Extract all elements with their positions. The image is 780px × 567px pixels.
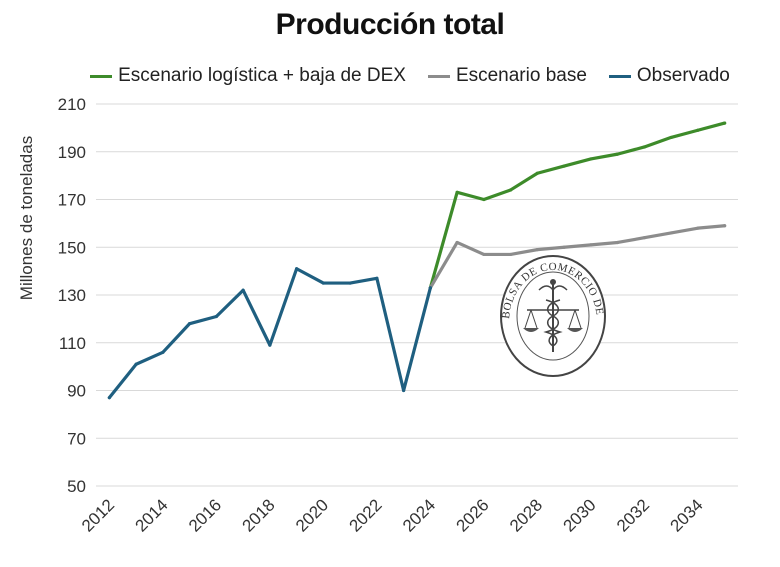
data-point <box>669 135 673 140</box>
data-point <box>535 248 539 252</box>
data-point <box>642 236 646 240</box>
x-tick-label: 2026 <box>453 495 493 535</box>
y-tick-label: 190 <box>58 143 86 162</box>
data-point <box>589 157 593 161</box>
data-point <box>214 314 218 319</box>
data-point <box>535 171 539 175</box>
data-point <box>348 281 352 285</box>
data-point <box>482 197 486 202</box>
series-line-2 <box>107 267 432 400</box>
x-tick-label: 2016 <box>185 495 225 535</box>
legend-swatch-observado <box>608 74 631 78</box>
data-point <box>723 224 727 228</box>
chart-legend: Escenario logística + baja de DEX Escena… <box>60 62 760 90</box>
y-tick-label: 70 <box>67 429 86 448</box>
data-point <box>589 243 593 247</box>
y-axis-title: Millones de toneladas <box>17 136 36 300</box>
data-point <box>696 226 700 230</box>
data-point <box>562 245 566 249</box>
legend-label-logistica: Escenario logística + baja de DEX <box>118 65 406 86</box>
gridlines <box>96 103 738 487</box>
data-point <box>455 240 459 245</box>
data-point <box>428 286 432 290</box>
x-tick-label: 2034 <box>667 495 707 535</box>
data-point <box>295 267 299 271</box>
legend-swatch-base <box>427 74 450 78</box>
series-lines <box>107 121 727 400</box>
x-tick-label: 2028 <box>506 495 546 535</box>
y-tick-label: 170 <box>58 191 86 210</box>
legend-item-observado: Observado <box>608 65 730 87</box>
data-point <box>241 288 245 292</box>
y-tick-label: 150 <box>58 238 86 257</box>
data-point <box>134 362 138 366</box>
series-line-0 <box>428 121 727 290</box>
x-tick-label: 2022 <box>346 495 386 535</box>
data-point <box>402 388 406 393</box>
x-tick-label: 2032 <box>613 495 653 535</box>
data-point <box>723 121 727 125</box>
data-point <box>696 128 700 132</box>
data-point <box>321 281 325 285</box>
y-tick-label: 90 <box>67 382 86 401</box>
x-tick-label: 2024 <box>399 495 439 535</box>
data-point <box>562 164 566 168</box>
x-tick-label: 2012 <box>78 495 118 535</box>
x-tick-label: 2030 <box>560 495 600 535</box>
y-tick-label: 110 <box>59 334 86 353</box>
y-tick-label: 130 <box>58 286 86 305</box>
x-axis-ticks: 2012 2014 2016 2018 2020 2022 2024 2026 2028 2030… <box>78 495 707 535</box>
chart-title: Producción total <box>275 8 505 41</box>
data-point <box>375 276 379 280</box>
data-point <box>669 231 673 235</box>
legend-item-base: Escenario base <box>427 65 587 87</box>
y-tick-label: 50 <box>67 477 86 496</box>
caduceus-scales-seal-icon: BOLSA DE COMERCIO DE ROSARIO <box>500 255 606 377</box>
y-axis-ticks: 50 70 90 110 130 150 170 190 210 <box>58 95 86 496</box>
x-tick-label: 2020 <box>292 495 332 535</box>
x-tick-label: 2014 <box>132 495 172 535</box>
data-point <box>642 145 646 149</box>
y-tick-label: 210 <box>58 95 86 114</box>
legend-label-base: Escenario base <box>455 65 587 86</box>
data-point <box>161 350 165 354</box>
data-point <box>188 322 192 326</box>
data-point <box>509 188 513 192</box>
data-point <box>107 396 111 400</box>
series-line-1 <box>428 224 727 290</box>
data-point <box>268 343 272 347</box>
legend-swatch-logistica <box>90 74 113 78</box>
x-tick-label: 2018 <box>239 495 279 535</box>
data-point <box>616 152 620 156</box>
data-point <box>482 252 486 257</box>
data-point <box>455 190 459 194</box>
data-point <box>509 252 513 257</box>
data-point <box>616 240 620 245</box>
legend-item-logistica: Escenario logística + baja de DEX <box>90 65 406 87</box>
legend-label-observado: Observado <box>636 65 730 86</box>
